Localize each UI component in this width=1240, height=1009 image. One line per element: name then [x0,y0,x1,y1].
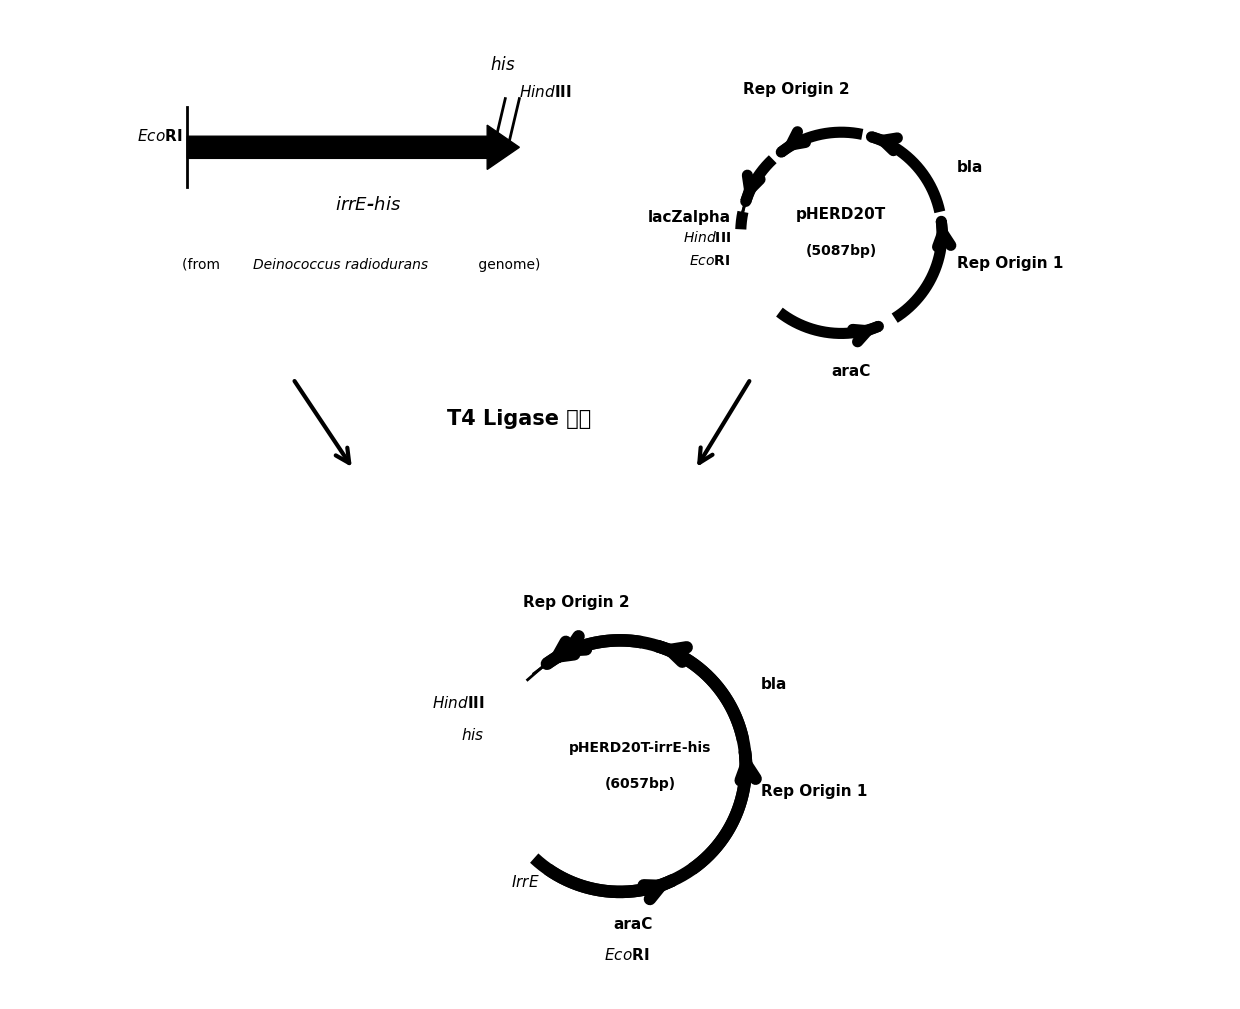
Text: Deinococcus radiodurans: Deinococcus radiodurans [253,258,428,272]
Text: $Hind$III: $Hind$III [520,84,572,100]
Text: $Eco$RI: $Eco$RI [604,947,649,964]
Text: $his$: $his$ [490,57,515,75]
Text: $Eco$RI: $Eco$RI [136,128,182,144]
Text: Rep Origin 2: Rep Origin 2 [743,82,849,97]
Text: pHERD20T: pHERD20T [796,207,887,222]
Text: $Eco$RI: $Eco$RI [689,254,730,268]
Text: $IrrE$: $IrrE$ [511,874,539,890]
Text: araC: araC [613,917,652,932]
Text: Rep Origin 1: Rep Origin 1 [761,784,867,799]
Text: bla: bla [957,159,983,175]
Text: pHERD20T-irrE-his: pHERD20T-irrE-his [569,741,712,755]
Text: lacZalpha: lacZalpha [647,210,730,225]
Text: (5087bp): (5087bp) [806,244,877,258]
Text: genome): genome) [474,258,541,272]
Text: $Hind$III: $Hind$III [682,230,730,245]
Text: Rep Origin 2: Rep Origin 2 [523,595,629,610]
Text: Rep Origin 1: Rep Origin 1 [957,255,1064,270]
Text: araC: araC [832,363,872,378]
Text: $his$: $his$ [460,726,484,743]
Text: (6057bp): (6057bp) [605,777,676,791]
Text: $Hind$III: $Hind$III [432,695,484,711]
Text: $irrE$-$his$: $irrE$-$his$ [335,196,402,214]
FancyArrow shape [187,125,520,170]
Text: bla: bla [761,677,787,692]
Text: (from: (from [182,258,224,272]
Text: T4 Ligase 连接: T4 Ligase 连接 [448,409,591,429]
